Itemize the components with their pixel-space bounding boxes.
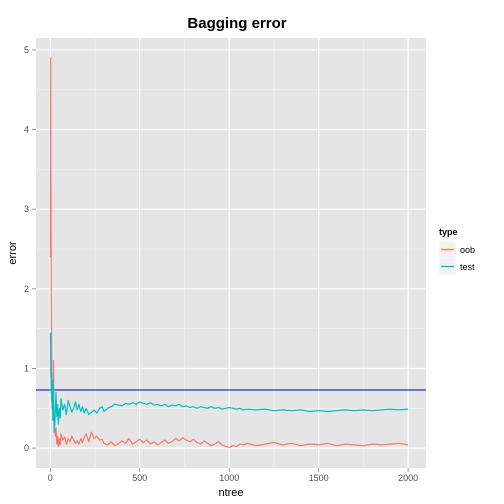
plot-panel (36, 38, 426, 468)
legend-label-oob: oob (460, 245, 475, 255)
series-layer (49, 57, 409, 448)
legend-label-test: test (460, 262, 475, 272)
y-axis: 0 1 2 3 4 5 (24, 45, 36, 453)
major-gridlines (36, 38, 426, 468)
x-axis: 0 500 1000 1500 2000 (48, 468, 418, 483)
x-tick-label: 1000 (219, 473, 239, 483)
y-tick-label: 3 (24, 204, 29, 214)
x-tick-label: 2000 (398, 473, 418, 483)
series-line-test (49, 332, 409, 433)
x-axis-title: ntree (218, 487, 243, 499)
x-tick-label: 500 (132, 473, 147, 483)
chart-title: Bagging error (187, 15, 286, 32)
x-tick-label: 1500 (309, 473, 329, 483)
y-tick-label: 4 (24, 125, 29, 135)
y-tick-label: 1 (24, 363, 29, 373)
legend-title: type (439, 227, 458, 237)
y-tick-label: 0 (24, 443, 29, 453)
legend: type oob test (438, 227, 475, 276)
y-tick-label: 2 (24, 284, 29, 294)
x-tick-label: 0 (48, 473, 53, 483)
y-axis-title: error (7, 241, 19, 265)
y-tick-label: 5 (24, 45, 29, 55)
legend-items: oob test (438, 240, 475, 276)
series-line-oob (49, 57, 409, 448)
